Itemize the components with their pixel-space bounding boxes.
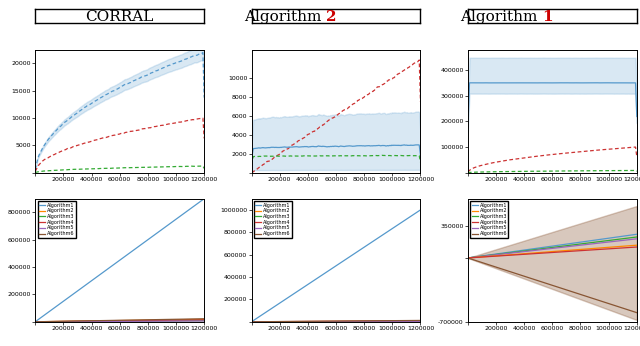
Text: 1: 1: [542, 10, 553, 24]
Legend: Algorithm1, Algorithm2, Algorithm3, Algorithm4, Algorithm5, Algorithm6: Algorithm1, Algorithm2, Algorithm3, Algo…: [254, 201, 292, 238]
Legend: Algorithm1, Algorithm2, Algorithm3, Algorithm4, Algorithm5, Algorithm6: Algorithm1, Algorithm2, Algorithm3, Algo…: [470, 201, 508, 238]
Text: Algorithm: Algorithm: [460, 10, 542, 24]
Legend: Algorithm1, Algorithm2, Algorithm3, Algorithm4, Algorithm5, Algorithm6: Algorithm1, Algorithm2, Algorithm3, Algo…: [38, 201, 76, 238]
Text: CORRAL: CORRAL: [86, 10, 154, 24]
Text: Algorithm: Algorithm: [244, 10, 326, 24]
Text: 2: 2: [326, 10, 337, 24]
